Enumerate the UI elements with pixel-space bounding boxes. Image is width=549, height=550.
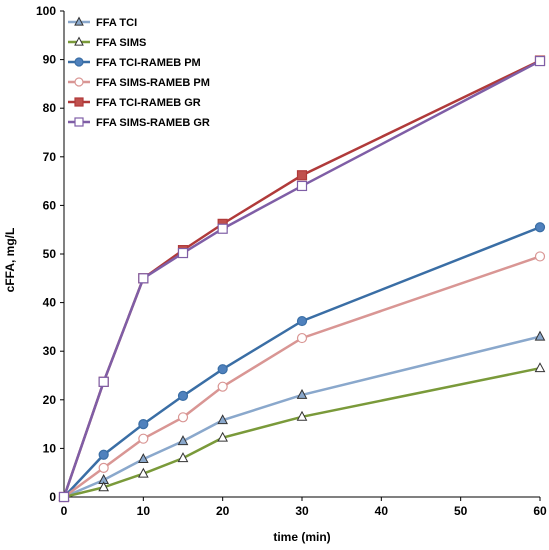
data-point [177, 390, 189, 402]
y-tick-label: 30 [43, 344, 57, 358]
data-point [138, 273, 149, 284]
x-tick-label: 50 [454, 504, 468, 518]
x-tick-label: 0 [61, 504, 68, 518]
legend-item: FFA TCI-RAMEB GR [68, 97, 201, 109]
series-layer [58, 55, 546, 503]
data-point [217, 431, 229, 442]
legend-swatch-marker [74, 77, 84, 87]
legend-item: FFA TCI [68, 16, 137, 29]
y-tick-label: 10 [43, 441, 57, 455]
data-point [296, 315, 308, 327]
axes: 0 10 20 30 40 50 60 70 80 90 100 0 10 20 30 40 50 60 [36, 4, 547, 518]
series-3 [58, 222, 546, 503]
series-line [63, 226, 541, 498]
series-6 [58, 55, 546, 503]
series-line [63, 255, 541, 499]
legend-swatch-marker [74, 16, 84, 26]
legend-item: FFA TCI-RAMEB PM [68, 57, 201, 69]
y-tick-label: 50 [43, 247, 57, 261]
legend-label: FFA SIMS [96, 37, 146, 49]
data-point [296, 388, 308, 399]
data-point [58, 491, 70, 503]
y-tick-label: 60 [43, 198, 57, 212]
legend-swatch-marker [74, 36, 84, 46]
legend-label: FFA SIMS-RAMEB PM [96, 77, 210, 89]
y-tick-label: 0 [49, 490, 56, 504]
y-tick-label: 40 [43, 296, 57, 310]
y-tick-label: 20 [43, 393, 57, 407]
legend-item: FFA SIMS-RAMEB GR [68, 117, 210, 129]
series-line [63, 366, 541, 499]
data-point [296, 410, 308, 421]
data-point [534, 330, 546, 341]
data-point [137, 467, 149, 478]
data-point [534, 222, 546, 233]
data-point [534, 362, 546, 373]
y-tick-label: 100 [36, 4, 56, 18]
y-axis-title: cFFA, mg/L [3, 228, 17, 293]
legend-item: FFA SIMS [68, 36, 146, 49]
data-point [98, 376, 109, 387]
data-point [296, 170, 308, 181]
data-point [296, 180, 308, 192]
x-tick-label: 60 [533, 504, 547, 518]
data-point [217, 414, 229, 425]
data-point [217, 364, 228, 375]
legend-label: FFA TCI-RAMEB PM [96, 57, 201, 69]
legend-swatch-marker [74, 117, 84, 127]
x-axis-title: time (min) [273, 530, 330, 544]
data-point [534, 55, 546, 67]
legend-label: FFA TCI [96, 17, 137, 29]
legend-swatch-marker [74, 57, 84, 67]
y-tick-label: 80 [43, 101, 57, 115]
x-tick-label: 10 [137, 504, 151, 518]
y-tick-label: 90 [43, 53, 57, 67]
data-point [98, 481, 110, 492]
data-point [217, 223, 228, 234]
data-point [98, 462, 109, 473]
data-point [138, 419, 149, 430]
data-point [177, 452, 189, 463]
legend-label: FFA TCI-RAMEB GR [96, 97, 201, 109]
x-tick-label: 30 [295, 504, 309, 518]
data-point [177, 435, 189, 446]
x-tick-label: 20 [216, 504, 230, 518]
legend-item: FFA SIMS-RAMEB PM [68, 77, 210, 89]
legend-swatch-marker [74, 97, 84, 107]
legend: FFA TCI FFA SIMS FFA TCI-RAMEB PM FFA SIMS-… [68, 16, 210, 129]
data-point [296, 332, 308, 344]
legend-label: FFA SIMS-RAMEB GR [96, 117, 210, 129]
data-point [138, 433, 149, 444]
data-point [98, 449, 109, 460]
data-point [534, 251, 546, 262]
y-tick-label: 70 [43, 150, 57, 164]
data-point [217, 381, 228, 392]
data-point [137, 453, 149, 464]
x-tick-label: 40 [375, 504, 389, 518]
data-point [177, 412, 189, 423]
data-point [177, 247, 189, 259]
